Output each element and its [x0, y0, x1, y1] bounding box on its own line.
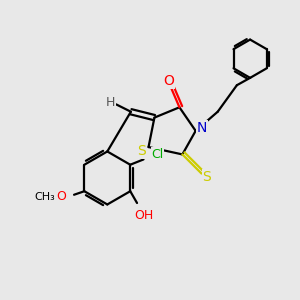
Text: N: N [197, 121, 207, 135]
Text: CH₃: CH₃ [34, 191, 55, 202]
Text: S: S [202, 170, 211, 184]
Text: S: S [137, 145, 146, 158]
Text: OH: OH [134, 209, 153, 222]
Text: Cl: Cl [151, 148, 164, 161]
Text: O: O [164, 74, 175, 88]
Text: H: H [106, 95, 115, 109]
Text: O: O [57, 190, 67, 203]
